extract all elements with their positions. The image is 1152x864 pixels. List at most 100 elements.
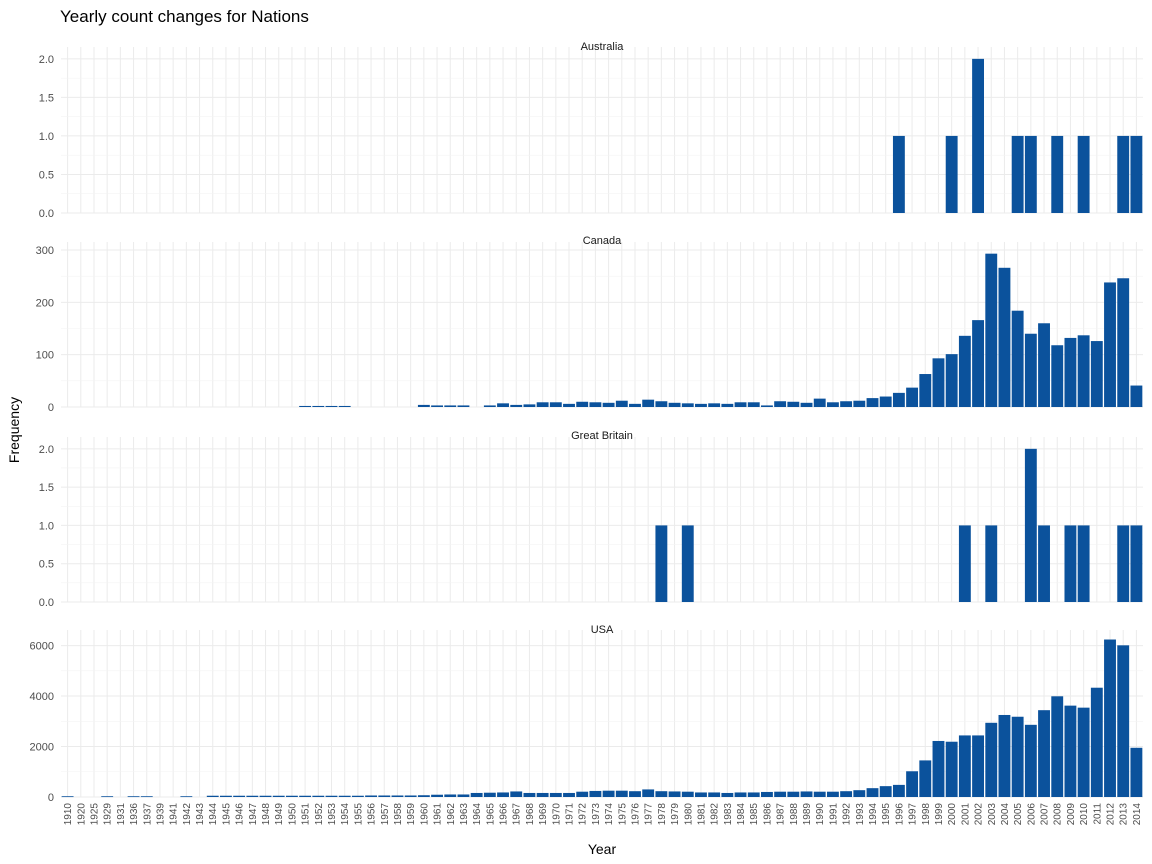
- bar-1972: [576, 791, 589, 797]
- x-axis-ticks: 1910 1920 1925 1929 1931 1936 1937 1939 1941 1942…: [63, 803, 1143, 826]
- bar-1953: [325, 795, 338, 797]
- facet-strip-label: Australia: [581, 41, 625, 53]
- bar-1987: [774, 791, 787, 797]
- x-tick-label: 1957: [380, 803, 391, 826]
- bar-1977: [642, 399, 655, 407]
- bar-1978: [655, 525, 668, 602]
- bar-1982: [708, 792, 721, 797]
- bar-1966: [497, 403, 509, 407]
- x-axis-label: Year: [588, 841, 617, 857]
- bar-1949: [272, 795, 285, 797]
- x-tick-label: 1931: [116, 803, 127, 826]
- x-tick-label: 1975: [617, 803, 628, 826]
- bar-1984: [734, 402, 747, 407]
- bar-1971: [563, 792, 575, 797]
- bar-1979: [668, 402, 681, 407]
- bar-2008: [1051, 345, 1064, 407]
- bar-1997: [906, 771, 919, 797]
- y-tick-label: 2.0: [39, 444, 54, 456]
- bar-1992: [840, 791, 853, 797]
- bar-2013: [1117, 525, 1130, 602]
- bar-1950: [285, 795, 298, 797]
- x-tick-label: 1965: [485, 803, 496, 826]
- bar-2005: [1011, 716, 1024, 797]
- bar-1983: [721, 403, 734, 407]
- x-tick-label: 1954: [340, 803, 351, 826]
- bar-1988: [787, 401, 800, 407]
- x-tick-label: 2014: [1132, 803, 1143, 826]
- bar-1992: [840, 401, 853, 407]
- x-tick-label: 1958: [393, 803, 404, 826]
- bar-1981: [695, 403, 707, 407]
- bar-1995: [879, 786, 892, 797]
- x-tick-label: 1994: [868, 803, 879, 826]
- y-tick-label: 1.0: [39, 520, 54, 532]
- bar-1981: [695, 792, 707, 797]
- bar-1977: [642, 789, 655, 797]
- x-tick-label: 1960: [419, 803, 430, 826]
- bar-1998: [919, 760, 932, 797]
- x-tick-label: 1952: [314, 803, 325, 826]
- bar-2000: [945, 741, 958, 797]
- bar-1951: [299, 795, 312, 797]
- bar-2010: [1077, 707, 1090, 797]
- bar-1997: [906, 387, 919, 407]
- bar-1967: [510, 404, 523, 407]
- bar-2009: [1064, 337, 1077, 407]
- x-tick-label: 1992: [842, 803, 853, 826]
- bar-1953: [325, 405, 338, 407]
- y-tick-label: 4000: [30, 691, 54, 703]
- x-tick-label: 2001: [960, 803, 971, 826]
- x-tick-label: 1982: [710, 803, 721, 826]
- bar-1954: [338, 405, 351, 407]
- y-tick-label: 200: [36, 297, 54, 309]
- bar-2011: [1090, 341, 1103, 407]
- y-axis-label: Frequency: [6, 397, 22, 463]
- x-tick-label: 1997: [908, 803, 919, 826]
- x-tick-label: 1974: [604, 803, 615, 826]
- bar-1954: [338, 795, 351, 797]
- bar-1983: [721, 792, 734, 797]
- bar-1986: [761, 791, 773, 797]
- bar-1978: [655, 401, 668, 407]
- x-tick-label: 1929: [103, 803, 114, 826]
- bar-1980: [681, 525, 694, 602]
- x-tick-label: 1970: [551, 803, 562, 826]
- bar-1989: [800, 402, 813, 407]
- bar-2001: [958, 735, 971, 797]
- bar-1978: [655, 791, 668, 797]
- bar-1947: [246, 795, 259, 797]
- bar-1961: [431, 405, 443, 407]
- bar-1942: [180, 796, 193, 798]
- bar-1996: [892, 392, 905, 407]
- y-tick-label: 0.0: [39, 597, 54, 609]
- x-tick-label: 1963: [459, 803, 470, 826]
- x-tick-label: 1976: [630, 803, 641, 826]
- x-tick-label: 1990: [815, 803, 826, 826]
- x-tick-label: 1936: [129, 803, 140, 826]
- bar-1967: [510, 791, 523, 797]
- bar-1993: [853, 400, 866, 407]
- bar-1994: [866, 398, 879, 407]
- bar-1952: [312, 795, 325, 797]
- bar-1999: [932, 358, 945, 407]
- x-tick-label: 1972: [578, 803, 589, 826]
- bar-2000: [945, 354, 958, 407]
- x-tick-label: 1980: [683, 803, 694, 826]
- bar-1989: [800, 791, 813, 797]
- x-tick-label: 1977: [644, 803, 655, 826]
- bar-1951: [299, 405, 312, 407]
- y-tick-label: 2.0: [39, 54, 54, 66]
- bar-1956: [365, 795, 378, 797]
- x-tick-label: 1999: [934, 803, 945, 826]
- bar-2014: [1130, 747, 1143, 797]
- bar-2002: [972, 320, 984, 407]
- bar-1999: [932, 740, 945, 797]
- bar-2006: [1024, 333, 1037, 407]
- facet-australia: 0.0 0.5 1.0 1.5 2.0 Australia: [39, 41, 1143, 220]
- x-tick-label: 1949: [274, 803, 285, 826]
- y-tick-label: 6000: [30, 641, 54, 653]
- bar-1975: [615, 400, 628, 407]
- bar-2006: [1024, 135, 1037, 213]
